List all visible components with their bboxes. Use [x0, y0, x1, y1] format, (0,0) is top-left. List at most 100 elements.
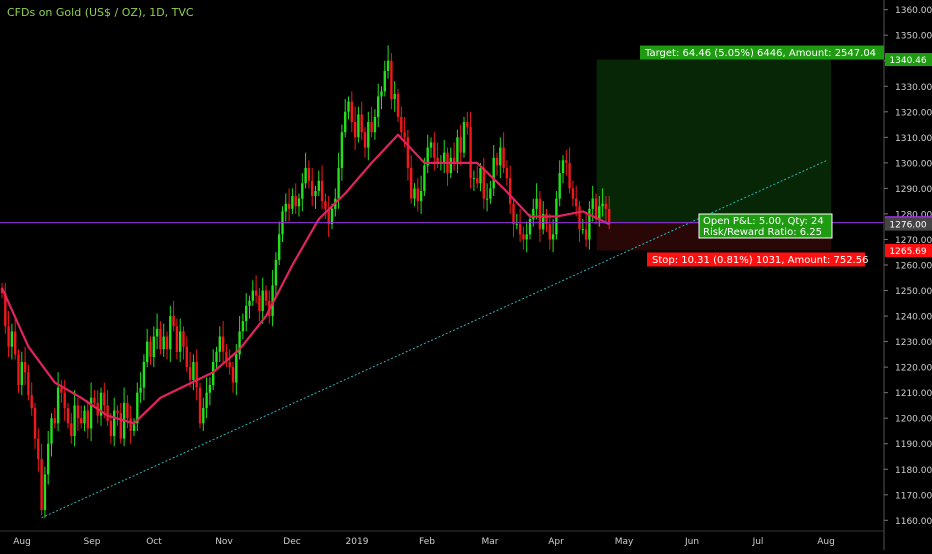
candle-body	[337, 167, 340, 199]
candle-body	[522, 234, 525, 240]
candle-body	[317, 180, 320, 191]
candle-body	[301, 183, 304, 199]
candle-body	[380, 91, 383, 97]
candle-body	[568, 162, 571, 189]
candle-body	[63, 392, 66, 408]
candle-body	[423, 165, 426, 191]
candle-body	[466, 122, 469, 128]
candle-body	[311, 180, 314, 197]
candle-body	[499, 147, 502, 166]
candle-body	[403, 132, 406, 138]
target-zone	[596, 59, 831, 225]
x-tick-label: Oct	[146, 537, 162, 547]
candle-body	[565, 160, 568, 163]
candle-body	[142, 362, 146, 388]
candle-body	[363, 132, 367, 148]
candle-body	[608, 208, 611, 225]
candle-body	[53, 418, 56, 424]
x-tick-label: Jul	[752, 537, 764, 547]
candle-body	[307, 167, 311, 181]
candle-body	[604, 203, 608, 209]
candle-body	[23, 362, 27, 373]
candle-body	[502, 147, 505, 168]
candle-body	[509, 178, 512, 204]
candle-body	[314, 190, 317, 197]
y-tick-label: 1160.00	[895, 517, 932, 527]
y-tick-label: 1300.00	[895, 159, 932, 169]
candle-body	[538, 198, 542, 230]
candle-body	[231, 367, 235, 383]
pnl-line1: Open P&L: 5.00, Qty: 24	[703, 216, 824, 227]
pnl-box	[698, 213, 833, 239]
candle-body	[413, 188, 416, 199]
candle-body	[126, 402, 129, 419]
candle-body	[320, 180, 324, 202]
candle-body	[264, 290, 268, 301]
y-tick-label: 1360.00	[895, 6, 932, 16]
candle-body	[258, 295, 261, 311]
candle-body	[452, 157, 456, 163]
candle-body	[433, 142, 436, 158]
candle-body	[14, 331, 17, 355]
candle-body	[271, 285, 274, 317]
candle-body	[205, 392, 208, 408]
candle-body	[429, 142, 433, 148]
candle-body	[202, 407, 205, 424]
candle-body	[37, 438, 40, 460]
candle-body	[132, 423, 136, 431]
candle-body	[278, 234, 281, 260]
chart-title: CFDs on Gold (US$ / OZ), 1D, TVC	[7, 6, 194, 19]
x-tick-label: Dec	[283, 537, 300, 547]
candle-body	[149, 341, 152, 357]
candle-body	[294, 196, 297, 207]
candle-body	[50, 418, 53, 444]
candle-body	[406, 137, 410, 168]
candle-body	[588, 208, 591, 240]
price-label-text: 1340.46	[889, 56, 926, 66]
candle-body	[30, 395, 33, 408]
candle-body	[304, 167, 307, 184]
pnl-line2: Risk/Reward Ratio: 6.25	[703, 227, 822, 238]
y-tick-label: 1320.00	[895, 108, 932, 118]
x-tick-label: 2019	[346, 537, 369, 547]
candle-body	[443, 152, 446, 163]
candle-body	[357, 114, 360, 138]
candle-body	[601, 203, 604, 207]
price-label-box	[885, 53, 932, 67]
candle-body	[40, 459, 43, 511]
candle-body	[215, 351, 218, 363]
moving-average-line	[0, 133, 610, 425]
price-label-box	[885, 217, 932, 231]
x-tick-label: Apr	[548, 537, 564, 547]
candle-body	[238, 331, 241, 355]
candle-body	[551, 234, 555, 240]
candle-body	[254, 290, 258, 296]
candle-body	[284, 203, 287, 212]
candle-body	[212, 362, 215, 386]
candle-body	[139, 387, 142, 393]
candle-body	[594, 198, 598, 220]
candle-body	[119, 413, 122, 439]
target-label-text: Target: 64.46 (5.05%) 6446, Amount: 2547…	[644, 48, 876, 59]
candle-body	[367, 122, 370, 148]
x-tick-label: May	[615, 537, 634, 547]
candle-body	[512, 203, 515, 225]
candle-body	[182, 331, 185, 347]
candle-body	[360, 114, 363, 133]
candle-body	[99, 392, 103, 416]
candle-body	[416, 188, 419, 202]
candle-body	[179, 331, 182, 352]
candle-body	[60, 387, 63, 393]
price-label-text: 1276.00	[889, 221, 926, 231]
candle-body	[575, 198, 578, 207]
x-tick-label: Feb	[419, 537, 435, 547]
candle-body	[43, 474, 47, 511]
candle-body	[373, 116, 377, 133]
candle-body	[535, 198, 538, 209]
candle-body	[525, 234, 528, 240]
candle-body	[10, 331, 14, 347]
candle-body	[113, 410, 116, 437]
candle-body	[495, 157, 499, 166]
